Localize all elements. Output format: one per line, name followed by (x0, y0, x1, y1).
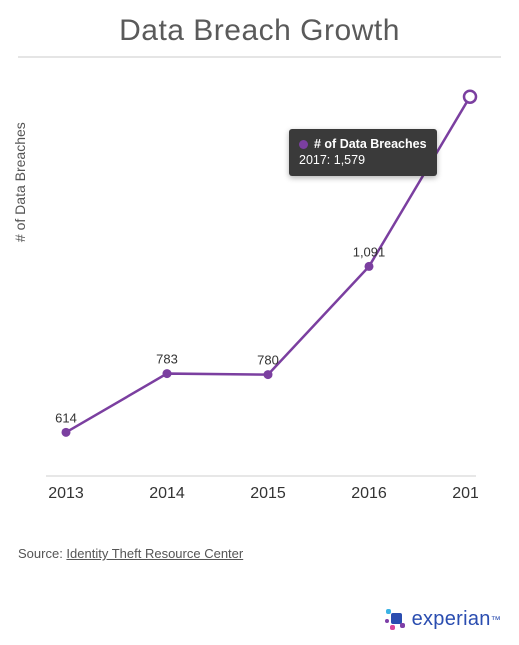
chart-area: # of Data Breaches 614 783 780 1,091 2013 201… (18, 62, 501, 542)
svg-text:614: 614 (55, 410, 77, 425)
experian-logo-mark-icon (385, 609, 407, 631)
chart-card: Data Breach Growth # of Data Breaches 61… (0, 0, 519, 645)
source-link[interactable]: Identity Theft Resource Center (66, 546, 243, 561)
experian-logo: experian™ (385, 608, 501, 631)
svg-text:2015: 2015 (250, 485, 286, 502)
y-axis-label: # of Data Breaches (12, 122, 28, 242)
svg-text:2016: 2016 (351, 485, 387, 502)
experian-logo-text: experian™ (412, 608, 501, 631)
svg-text:783: 783 (156, 352, 178, 367)
chart-tooltip: # of Data Breaches 2017: 1,579 (289, 129, 437, 176)
svg-text:2014: 2014 (149, 485, 185, 502)
source-line: Source: Identity Theft Resource Center (18, 546, 501, 561)
chart-title: Data Breach Growth (18, 10, 501, 58)
svg-text:2017: 2017 (452, 485, 478, 502)
svg-text:780: 780 (257, 353, 279, 368)
tooltip-value: 2017: 1,579 (299, 153, 365, 167)
svg-text:2013: 2013 (48, 485, 84, 502)
tooltip-series-label: # of Data Breaches (314, 137, 427, 151)
tooltip-series-dot-icon (299, 140, 308, 149)
source-prefix: Source: (18, 546, 66, 561)
svg-text:1,091: 1,091 (353, 244, 386, 259)
